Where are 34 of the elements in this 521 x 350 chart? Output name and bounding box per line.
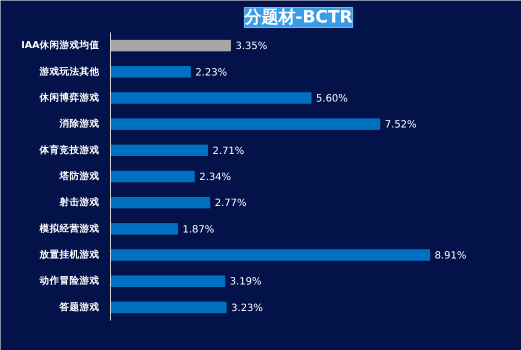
y-tick-label: 休闲博弈游戏 [38,91,100,104]
bar [110,144,208,156]
data-label: 1.87% [182,224,214,236]
y-tick-label: 体育竞技游戏 [38,144,100,156]
bar [110,275,226,287]
y-tick-label: 答题游戏 [58,300,100,313]
y-tick-label: 射击游戏 [58,196,100,208]
data-label: 2.34% [199,172,232,183]
y-tick-label: 模拟经营游戏 [38,222,100,234]
data-label: 2.77% [214,198,246,210]
data-label: 3.19% [230,276,262,288]
bar [110,249,430,261]
data-label: 7.52% [384,120,417,131]
bar [110,170,195,182]
bar [110,92,312,104]
bar [110,302,227,314]
data-label: 5.60% [316,93,348,104]
y-tick-label: IAA休闲游戏均值 [21,39,100,52]
data-label: 2.71% [212,146,244,157]
y-tick-label: 塔防游戏 [58,170,100,182]
data-label: 3.23% [231,302,263,314]
y-tick-label: 放置挂机游戏 [38,248,100,261]
bar [110,118,380,130]
chart-title: 分题材-BCTR [243,8,353,28]
bar [110,196,210,208]
data-label: 8.91% [434,250,466,262]
bar [110,223,178,235]
bar [110,40,231,52]
y-tick-label: 游戏玩法其他 [38,65,100,78]
y-tick-label: 动作冒险游戏 [38,274,100,287]
bar [110,66,191,78]
y-tick-label: 消除游戏 [58,118,100,130]
data-label: 3.35% [235,41,268,52]
data-label: 2.23% [195,67,228,78]
